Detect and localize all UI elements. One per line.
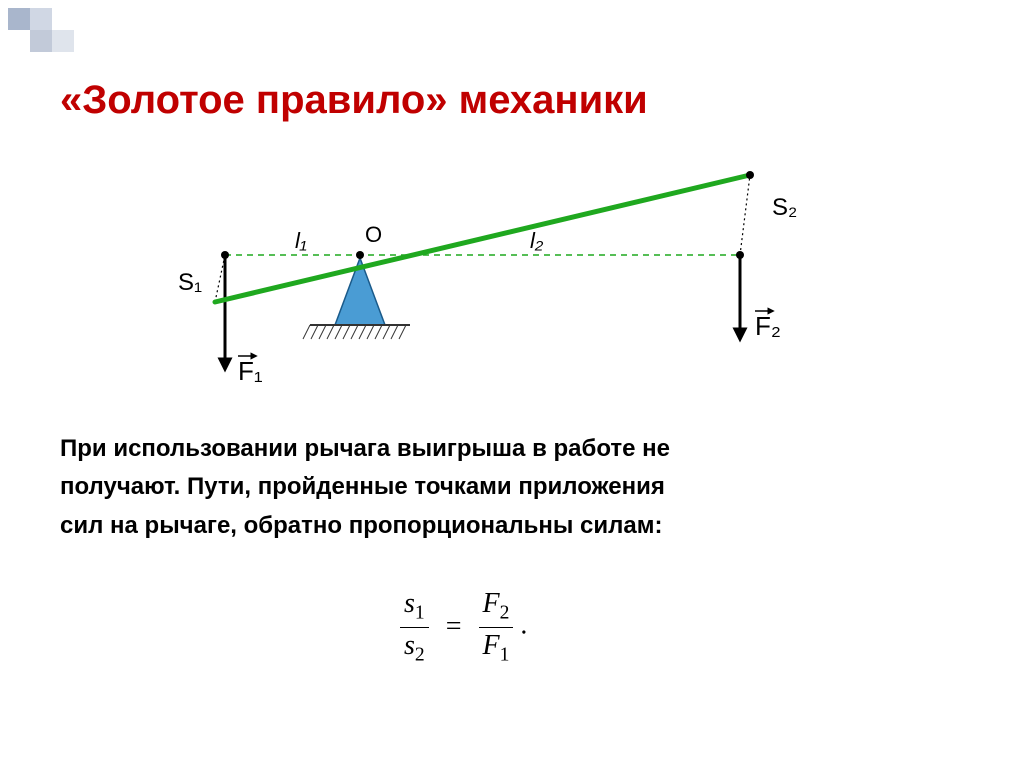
den1: s [404, 630, 415, 661]
svg-text:S₁: S₁ [178, 269, 202, 296]
equals: = [436, 611, 472, 643]
den2: F [483, 630, 500, 661]
page-title: «Золотое правило» механики [60, 78, 648, 123]
svg-text:l₁: l₁ [295, 228, 307, 253]
svg-text:F₁: F₁ [238, 356, 263, 386]
body-line-1: При использовании рычага выигрыша в рабо… [60, 430, 670, 468]
corner-deco [0, 0, 100, 80]
num1: s [404, 588, 415, 619]
svg-text:F₂: F₂ [755, 311, 781, 341]
svg-text:l₂: l₂ [530, 228, 544, 253]
svg-text:S₂: S₂ [772, 194, 797, 221]
body-line-2: получают. Пути, пройденные точками прило… [60, 468, 670, 506]
sub-num2: 2 [500, 603, 510, 624]
frac-left: s1 s2 [400, 588, 429, 666]
title-text: «Золотое правило» механики [60, 78, 648, 122]
formula: s1 s2 = F2 F1 . [400, 588, 527, 666]
sub-num1: 1 [415, 603, 425, 624]
diagram-svg: l₁ l₂ O S₁ S₂ F₁ F₂ [160, 140, 840, 400]
formula-period: . [520, 610, 527, 641]
body-line-3: сил на рычаге, обратно пропорциональны с… [60, 507, 670, 545]
sub-den1: 2 [415, 644, 425, 665]
frac-right: F2 F1 [479, 588, 514, 666]
sub-den2: 1 [500, 644, 510, 665]
num2: F [483, 588, 500, 619]
lever-diagram: l₁ l₂ O S₁ S₂ F₁ F₂ [160, 140, 840, 405]
body-text: При использовании рычага выигрыша в рабо… [60, 430, 670, 545]
svg-text:O: O [365, 222, 382, 247]
